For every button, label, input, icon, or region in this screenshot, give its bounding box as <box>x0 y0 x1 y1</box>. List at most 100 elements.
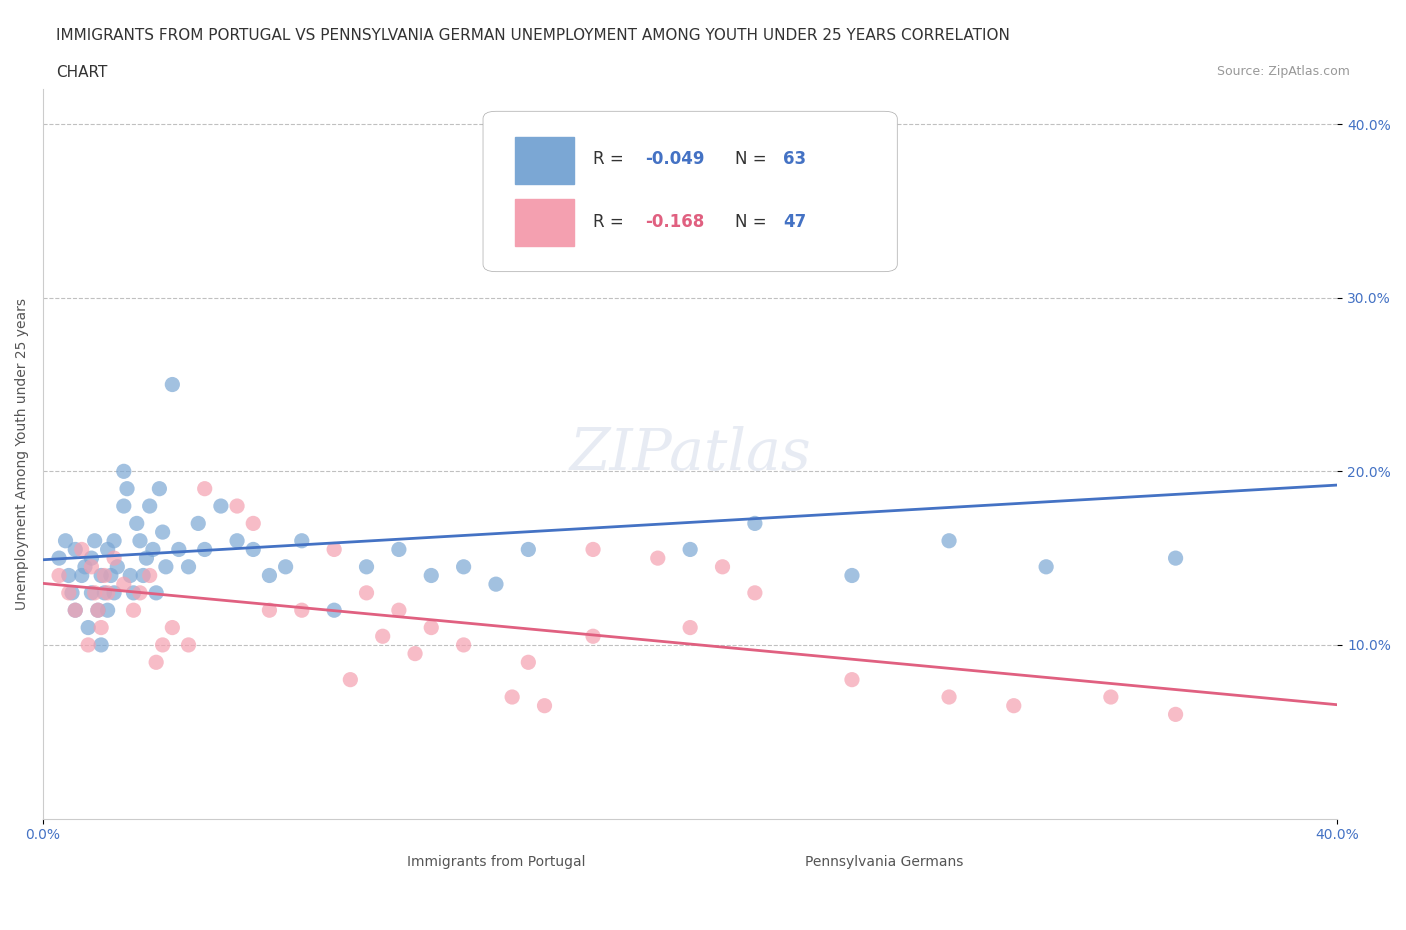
Y-axis label: Unemployment Among Youth under 25 years: Unemployment Among Youth under 25 years <box>15 298 30 610</box>
Point <box>841 672 863 687</box>
Point <box>420 620 443 635</box>
Point <box>112 464 135 479</box>
Point <box>58 568 80 583</box>
Point <box>679 620 702 635</box>
Point <box>371 629 394 644</box>
Point <box>83 585 105 600</box>
Text: IMMIGRANTS FROM PORTUGAL VS PENNSYLVANIA GERMAN UNEMPLOYMENT AMONG YOUTH UNDER 2: IMMIGRANTS FROM PORTUGAL VS PENNSYLVANIA… <box>56 28 1010 43</box>
Text: N =: N = <box>735 213 772 231</box>
Point <box>582 629 605 644</box>
Point <box>70 542 93 557</box>
Point <box>90 620 112 635</box>
Point <box>60 585 83 600</box>
Point <box>517 655 540 670</box>
Point <box>100 568 122 583</box>
Point <box>550 256 572 271</box>
Point <box>70 568 93 583</box>
Point <box>93 568 115 583</box>
Point <box>323 542 346 557</box>
Text: Pennsylvania Germans: Pennsylvania Germans <box>806 856 963 870</box>
Point <box>533 698 555 713</box>
Point <box>453 637 475 652</box>
Point <box>1035 559 1057 574</box>
Point <box>582 542 605 557</box>
Point <box>291 603 314 618</box>
Point <box>122 585 145 600</box>
Text: -0.168: -0.168 <box>645 213 704 231</box>
Point <box>404 646 426 661</box>
Point <box>105 559 128 574</box>
Point <box>83 533 105 548</box>
Point <box>73 559 96 574</box>
Point <box>103 585 125 600</box>
Point <box>259 568 281 583</box>
Point <box>420 568 443 583</box>
Point <box>501 689 523 704</box>
Point <box>226 533 249 548</box>
Bar <box>516 199 574 246</box>
Point <box>356 585 378 600</box>
Text: N =: N = <box>735 150 772 167</box>
Point <box>1164 551 1187 565</box>
Point <box>152 637 174 652</box>
Point <box>65 603 87 618</box>
Point <box>323 603 346 618</box>
Point <box>112 577 135 591</box>
Point <box>80 585 103 600</box>
Point <box>132 568 155 583</box>
Point <box>65 603 87 618</box>
Point <box>90 568 112 583</box>
Point <box>453 559 475 574</box>
Point <box>938 689 960 704</box>
Point <box>65 542 87 557</box>
Point <box>97 603 120 618</box>
Point <box>152 525 174 539</box>
Point <box>55 533 77 548</box>
Point <box>122 603 145 618</box>
Point <box>187 516 209 531</box>
Point <box>138 498 160 513</box>
Point <box>129 585 152 600</box>
Point <box>194 542 217 557</box>
Point <box>194 481 217 496</box>
Point <box>647 551 669 565</box>
Point <box>938 533 960 548</box>
Point <box>744 516 766 531</box>
Point <box>177 637 200 652</box>
Point <box>90 637 112 652</box>
Point <box>145 585 167 600</box>
Text: CHART: CHART <box>56 65 108 80</box>
Point <box>87 603 110 618</box>
Point <box>339 672 361 687</box>
Point <box>226 498 249 513</box>
Point <box>155 559 177 574</box>
Point <box>87 603 110 618</box>
Bar <box>516 137 574 184</box>
Text: R =: R = <box>593 213 628 231</box>
Point <box>48 568 70 583</box>
Point <box>841 568 863 583</box>
Point <box>77 637 100 652</box>
Point <box>129 533 152 548</box>
Text: 63: 63 <box>783 150 807 167</box>
Text: Source: ZipAtlas.com: Source: ZipAtlas.com <box>1216 65 1350 78</box>
Text: 47: 47 <box>783 213 807 231</box>
Point <box>135 551 157 565</box>
Bar <box>742 848 775 873</box>
Text: Immigrants from Portugal: Immigrants from Portugal <box>406 856 585 870</box>
Point <box>112 498 135 513</box>
Point <box>138 568 160 583</box>
Point <box>517 542 540 557</box>
Point <box>259 603 281 618</box>
Point <box>209 498 232 513</box>
Text: R =: R = <box>593 150 628 167</box>
Point <box>242 542 264 557</box>
Point <box>120 568 142 583</box>
Point <box>80 559 103 574</box>
Point <box>142 542 165 557</box>
FancyBboxPatch shape <box>484 112 897 272</box>
Point <box>167 542 190 557</box>
Point <box>80 551 103 565</box>
Point <box>162 620 184 635</box>
Point <box>1099 689 1122 704</box>
